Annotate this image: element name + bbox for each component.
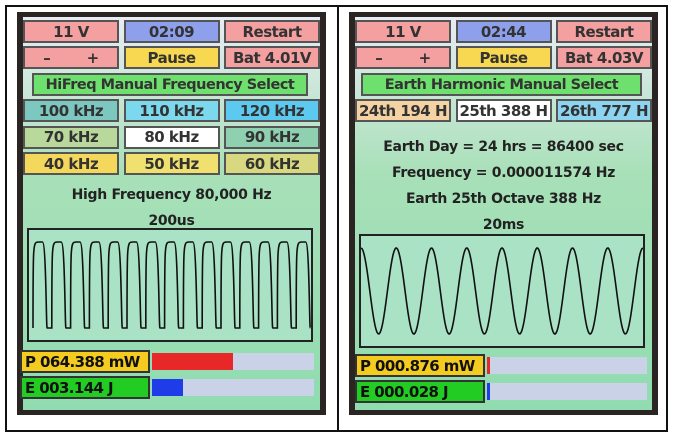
option-button[interactable]: 70 kHz — [23, 125, 119, 149]
waveform-trace — [360, 247, 644, 335]
power-bar — [152, 353, 314, 370]
waveform-display — [359, 234, 645, 348]
option-button[interactable]: 50 kHz — [123, 152, 220, 175]
energy-bar-fill — [487, 383, 491, 400]
energy-bar-fill — [152, 379, 183, 396]
restart-button[interactable]: Restart — [556, 20, 652, 43]
power-readout: P 000.876 mW — [355, 354, 485, 377]
plus-button[interactable]: + — [418, 48, 432, 67]
pause-button[interactable]: Pause — [455, 46, 552, 69]
voltage-adjust: – + — [23, 46, 119, 69]
info-line: Frequency = 0.000011574 Hz — [391, 165, 616, 181]
info-line: High Frequency 80,000 Hz — [71, 187, 272, 203]
timebase-label: 20ms — [482, 217, 525, 233]
option-button[interactable]: 26th 777 H — [556, 99, 652, 122]
info-line: Earth Day = 24 hrs = 86400 sec — [383, 139, 624, 155]
waveform-trace — [32, 241, 312, 329]
option-button[interactable]: 40 kHz — [23, 152, 119, 175]
battery-display: Bat 4.01V — [224, 46, 320, 69]
timebase-label: 200us — [148, 213, 195, 229]
energy-bar — [152, 379, 314, 396]
energy-readout: E 000.028 J — [355, 380, 485, 403]
timer-display: 02:09 — [123, 20, 220, 43]
option-button[interactable]: 80 kHz — [123, 125, 220, 149]
power-bar-fill — [487, 357, 491, 374]
mode-title: Earth Harmonic Manual Select — [361, 73, 642, 96]
plus-button[interactable]: + — [86, 48, 100, 67]
power-bar — [487, 357, 647, 374]
option-button[interactable]: 24th 194 H — [355, 99, 451, 122]
power-bar-fill — [152, 353, 233, 370]
device-screen-earth-harmonic: 11 V 02:44 Restart – + Pause Bat 4.03V Earth Ha… — [349, 12, 658, 415]
minus-button[interactable]: – — [43, 48, 51, 67]
option-button[interactable]: 90 kHz — [224, 125, 320, 149]
frame-divider — [337, 5, 339, 432]
minus-button[interactable]: – — [375, 48, 383, 67]
restart-button[interactable]: Restart — [224, 20, 320, 43]
battery-display: Bat 4.03V — [556, 46, 652, 69]
energy-readout: E 003.144 J — [20, 376, 150, 399]
option-button[interactable]: 100 kHz — [23, 99, 119, 122]
voltage-display: 11 V — [355, 20, 451, 43]
option-button[interactable]: 25th 388 H — [455, 99, 552, 122]
power-readout: P 064.388 mW — [20, 350, 150, 373]
option-button[interactable]: 110 kHz — [123, 99, 220, 122]
voltage-display: 11 V — [23, 20, 119, 43]
info-line: Earth 25th Octave 388 Hz — [405, 191, 602, 207]
mode-title: HiFreq Manual Frequency Select — [32, 73, 308, 96]
device-screen-hifreq: 11 V 02:09 Restart – + Pause Bat 4.01V HiFreq M… — [17, 12, 326, 415]
image-frame — [5, 5, 668, 432]
pause-button[interactable]: Pause — [123, 46, 220, 69]
option-button[interactable]: 120 kHz — [224, 99, 320, 122]
timer-display: 02:44 — [455, 20, 552, 43]
waveform-display — [27, 228, 313, 342]
energy-bar — [487, 383, 647, 400]
option-button[interactable]: 60 kHz — [224, 152, 320, 175]
voltage-adjust: – + — [355, 46, 451, 69]
